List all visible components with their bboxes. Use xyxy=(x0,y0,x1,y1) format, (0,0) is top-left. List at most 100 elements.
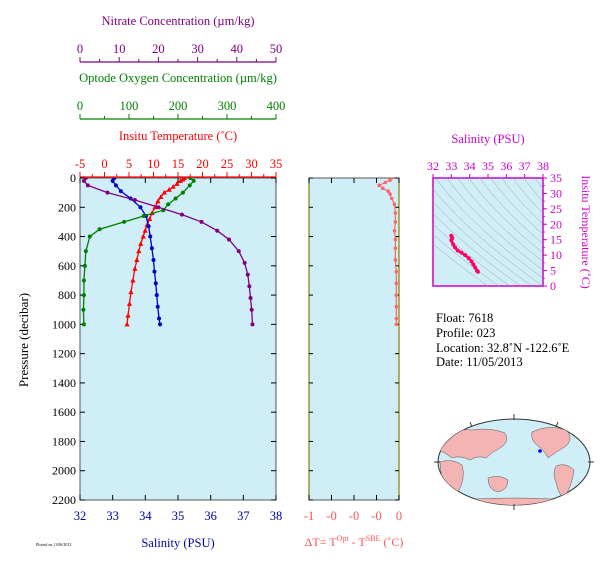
footer-small-text: Plotted on 11/06/2013 xyxy=(36,542,71,547)
delta-t-axis-label: ΔT= TOpt - TSBE (˚C) xyxy=(305,534,404,549)
oxygen-point xyxy=(82,263,87,268)
ts-density-contour xyxy=(435,178,543,279)
ts-point xyxy=(449,238,454,243)
info-date: Date: 11/05/2013 xyxy=(436,355,523,369)
float-location-marker xyxy=(538,449,542,453)
salinity-point xyxy=(152,269,157,274)
ts-density-contour xyxy=(490,178,543,235)
pressure-tick-label: 200 xyxy=(58,200,76,214)
nitrate-tick-label: 40 xyxy=(231,42,244,56)
delta-t-point xyxy=(386,189,391,193)
ts-density-contour xyxy=(433,233,500,286)
pressure-tick-label: 600 xyxy=(58,259,76,273)
pressure-tick-label: 1000 xyxy=(52,317,76,331)
delta-t-point xyxy=(394,305,399,309)
delta-t-point xyxy=(393,211,398,215)
salinity-point xyxy=(113,183,118,188)
salinity-tick-label: 35 xyxy=(172,509,185,523)
delta-t-point xyxy=(388,178,392,182)
ts-density-contour xyxy=(479,178,543,245)
salinity-point xyxy=(110,178,115,183)
ts-point xyxy=(453,245,457,250)
pressure-tick-label: 2000 xyxy=(52,464,76,478)
temperature-tick-label: -5 xyxy=(75,157,85,171)
temperature-axis: -5 0 5 10 15 20 25 30 35 Insitu Temperature (˚C) xyxy=(75,129,283,178)
salinity-point xyxy=(148,234,153,239)
oxygen-tick-label: 200 xyxy=(169,99,188,113)
nitrate-point xyxy=(250,322,255,327)
temperature-point xyxy=(126,301,133,306)
nitrate-point xyxy=(236,249,241,254)
delta-t-point xyxy=(390,196,394,201)
temperature-point xyxy=(128,289,134,295)
oxygen-tick-label: 400 xyxy=(267,99,286,113)
temperature-tick-label: 35 xyxy=(270,157,283,171)
oxygen-tick-label: 100 xyxy=(120,99,139,113)
nitrate-point xyxy=(105,190,110,195)
ts-density-contour xyxy=(512,178,543,214)
ts-density-contour xyxy=(457,178,543,262)
ts-point xyxy=(469,259,474,264)
salinity-point xyxy=(158,322,163,327)
nitrate-point xyxy=(199,219,204,224)
temperature-tick-label: 5 xyxy=(126,157,132,171)
oxygen-point xyxy=(83,249,88,254)
ts-temperature-tick-label: 15 xyxy=(550,233,562,247)
ts-temperature-tick-label: 35 xyxy=(550,171,562,185)
temperature-tick-label: 25 xyxy=(221,157,234,171)
ts-point xyxy=(459,250,464,255)
pressure-tick-label: 1800 xyxy=(52,434,76,448)
nitrate-tick-label: 10 xyxy=(113,42,126,56)
ts-point xyxy=(471,262,476,267)
salinity-bottom-axis: 32 33 34 35 36 37 38 Salinity (PSU) xyxy=(74,178,282,550)
nitrate-point xyxy=(156,205,161,210)
delta-t-plot-area xyxy=(308,177,400,501)
oxygen-point xyxy=(180,190,185,195)
oxygen-tick-label: 0 xyxy=(77,99,83,113)
temperature-tick-label: 10 xyxy=(147,157,160,171)
salinity-point xyxy=(118,189,123,194)
ts-salinity-tick-label: 38 xyxy=(537,159,549,173)
nitrate-point xyxy=(247,284,252,289)
ts-temperature-label: Insitu Temperature (˚C) xyxy=(579,175,593,289)
ts-density-contour xyxy=(523,178,543,203)
nitrate-tick-label: 50 xyxy=(270,42,283,56)
delta-t-tick-label: -0 xyxy=(371,509,381,523)
ts-salinity-tick-label: 35 xyxy=(482,159,494,173)
info-location: Location: 32.8˚N -122.6˚E xyxy=(436,341,570,355)
salinity-tick-label: 33 xyxy=(106,509,119,523)
temperature-point xyxy=(130,277,136,283)
nitrate-point xyxy=(81,178,86,183)
delta-t-point xyxy=(393,258,398,262)
temperature-point xyxy=(140,233,146,239)
ts-salinity-tick-label: 37 xyxy=(519,159,531,173)
temperature-tick-label: 30 xyxy=(245,157,258,171)
ts-density-contour xyxy=(446,178,543,271)
oxygen-point xyxy=(81,307,86,312)
delta-t-point xyxy=(388,192,392,196)
temperature-point xyxy=(161,189,167,195)
temperature-tick-label: 0 xyxy=(101,157,107,171)
oxygen-point xyxy=(81,322,86,327)
delta-t-point xyxy=(392,202,397,207)
temperature-axis-label: Insitu Temperature (˚C) xyxy=(119,129,237,143)
salinity-point xyxy=(157,316,162,321)
oxygen-point xyxy=(81,293,86,298)
nitrate-axis-label: Nitrate Concentration (µm/kg) xyxy=(102,14,255,28)
oxygen-point xyxy=(188,178,193,180)
delta-t-tick-label: 0 xyxy=(396,509,402,523)
temperature-tick-label: 15 xyxy=(172,157,185,171)
delta-t-point xyxy=(377,183,382,188)
pressure-tick-label: 400 xyxy=(58,230,76,244)
oxygen-point xyxy=(166,202,171,207)
delta-t-tick-label: -0 xyxy=(326,509,336,523)
temperature-point xyxy=(138,241,144,246)
oxygen-tick-label: 300 xyxy=(218,99,237,113)
temperature-point xyxy=(170,183,176,189)
delta-t-point xyxy=(393,237,398,242)
temperature-point xyxy=(134,257,140,262)
ts-salinity-tick-label: 33 xyxy=(445,159,457,173)
